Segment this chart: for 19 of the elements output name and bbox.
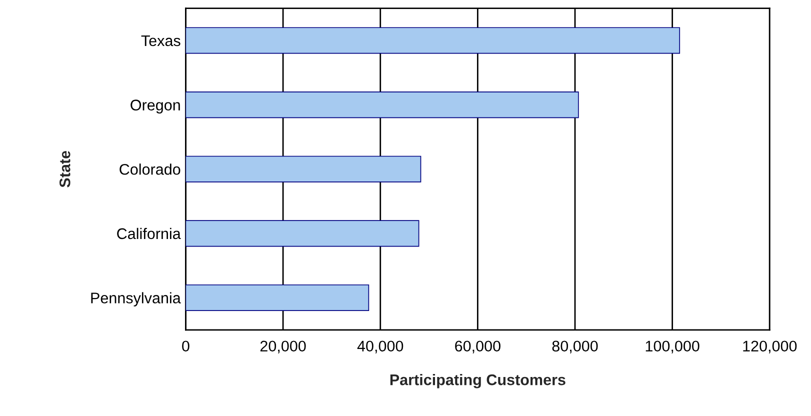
x-tick-label: 40,000 — [357, 340, 404, 354]
bar — [186, 92, 579, 118]
x-axis-title: Participating Customers — [390, 374, 566, 388]
x-tick-label: 60,000 — [455, 340, 500, 354]
bar — [186, 27, 680, 54]
y-tick-label: Oregon — [130, 100, 180, 114]
y-tick-label: Colorado — [120, 164, 180, 175]
x-tick-label: 20,000 — [260, 340, 306, 354]
bar — [186, 284, 370, 312]
y-tick-label: Texas — [141, 36, 180, 46]
x-tick-label: 100,000 — [646, 340, 700, 354]
y-tick-label: California — [117, 228, 181, 240]
y-tick-label: Pennsylvania — [91, 292, 181, 306]
x-tick-label: 80,000 — [552, 340, 598, 354]
y-axis-title: State — [59, 150, 70, 188]
bar — [186, 156, 422, 182]
x-tick-label: 120,000 — [743, 340, 797, 354]
bar — [186, 220, 420, 247]
x-tick-label: 0 — [182, 340, 190, 352]
